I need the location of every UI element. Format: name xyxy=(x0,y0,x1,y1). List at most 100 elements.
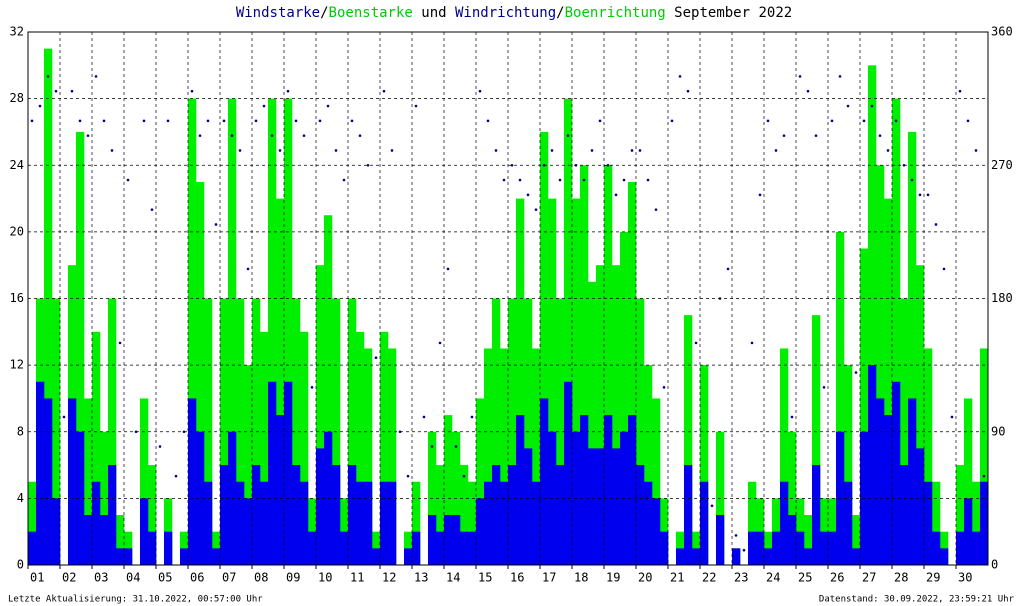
direction-dot xyxy=(806,89,810,93)
bar xyxy=(388,348,397,565)
bar xyxy=(972,481,981,565)
direction-dot xyxy=(590,149,594,152)
x-tick-label: 16 xyxy=(510,571,524,585)
bar xyxy=(292,298,301,565)
bar xyxy=(828,531,837,565)
bar xyxy=(364,348,373,565)
bar xyxy=(812,465,821,565)
y-tick-label: 4 xyxy=(17,491,24,505)
direction-dot xyxy=(406,474,410,478)
bar xyxy=(44,398,53,565)
direction-dot xyxy=(70,89,74,93)
bar xyxy=(876,398,885,565)
direction-dot xyxy=(662,386,666,389)
bar xyxy=(492,465,501,565)
y-tick-label: 28 xyxy=(10,91,24,105)
direction-dot xyxy=(862,119,866,123)
chart-title: Windstarke/Boenstarke und Windrichtung/B… xyxy=(236,5,792,21)
direction-dot xyxy=(846,104,850,108)
direction-dot xyxy=(734,534,738,537)
bar xyxy=(308,531,317,565)
direction-dot xyxy=(350,119,354,123)
x-tick-label: 18 xyxy=(574,571,588,585)
title-part: und xyxy=(413,5,455,21)
bar xyxy=(164,531,173,565)
direction-dot xyxy=(630,149,634,152)
direction-dot xyxy=(310,386,314,389)
direction-dot xyxy=(86,134,90,137)
bar xyxy=(676,548,685,565)
x-tick-label: 06 xyxy=(190,571,204,585)
bar xyxy=(300,331,309,565)
direction-dot xyxy=(758,193,762,197)
bar xyxy=(284,381,293,565)
direction-dot xyxy=(302,134,306,137)
bar xyxy=(756,531,765,565)
direction-dot xyxy=(598,119,602,123)
direction-dot xyxy=(870,104,874,108)
bar xyxy=(636,465,645,565)
bar xyxy=(356,331,365,565)
y-tick-label: 8 xyxy=(17,424,24,438)
direction-dot xyxy=(366,163,370,167)
direction-dot xyxy=(742,548,746,552)
bar xyxy=(852,515,861,565)
title-part: Windstarke xyxy=(236,5,320,21)
bar xyxy=(788,515,797,565)
bar xyxy=(908,131,917,565)
bar xyxy=(628,181,637,565)
bar xyxy=(692,548,701,565)
direction-dot xyxy=(294,119,298,123)
direction-dot xyxy=(62,415,66,419)
bar xyxy=(908,398,917,565)
direction-dot xyxy=(318,119,322,123)
direction-dot xyxy=(638,149,642,152)
bar xyxy=(604,415,613,565)
direction-dot xyxy=(814,134,818,137)
direction-dot xyxy=(510,163,514,167)
direction-dot xyxy=(446,267,450,271)
bar xyxy=(220,465,229,565)
bar xyxy=(100,515,109,565)
x-tick-label: 04 xyxy=(126,571,140,585)
direction-dot xyxy=(78,119,82,123)
direction-dot xyxy=(150,208,154,211)
bar xyxy=(884,198,893,565)
direction-dot xyxy=(190,89,194,93)
direction-dot xyxy=(142,119,146,123)
bar xyxy=(108,465,117,565)
bar xyxy=(836,231,845,565)
bar xyxy=(468,481,477,565)
direction-dot xyxy=(750,341,754,345)
bar xyxy=(180,548,189,565)
direction-dot xyxy=(110,149,114,152)
direction-dot xyxy=(222,119,226,123)
bar xyxy=(484,481,493,565)
bar xyxy=(276,415,285,565)
y-tick-label: 20 xyxy=(10,224,24,238)
bar xyxy=(508,298,517,565)
direction-dot xyxy=(54,89,58,93)
direction-dot xyxy=(702,489,706,493)
bar xyxy=(404,548,413,565)
y-tick-label: 16 xyxy=(10,291,24,305)
bar xyxy=(268,381,277,565)
bar xyxy=(460,465,469,565)
direction-dot xyxy=(30,119,34,123)
x-tick-label: 19 xyxy=(606,571,620,585)
bar xyxy=(28,481,37,565)
direction-dot xyxy=(486,119,490,123)
bar xyxy=(812,315,821,565)
bar xyxy=(932,481,941,565)
direction-dot xyxy=(550,149,554,152)
bar xyxy=(892,98,901,565)
x-tick-label: 02 xyxy=(62,571,76,585)
bar xyxy=(548,198,557,565)
bar xyxy=(188,398,197,565)
bar xyxy=(844,481,853,565)
direction-dot xyxy=(246,267,250,271)
bar xyxy=(500,481,509,565)
bar xyxy=(236,481,245,565)
direction-dot xyxy=(614,193,618,197)
bar xyxy=(644,365,653,565)
